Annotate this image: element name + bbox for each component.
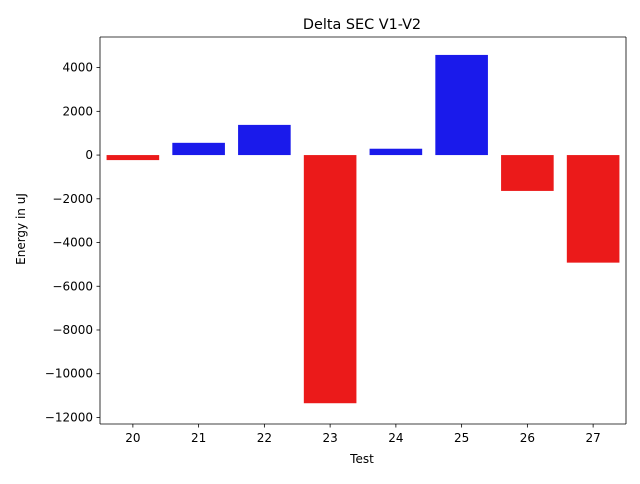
x-tick-label: 20 — [125, 431, 140, 445]
bar — [501, 155, 554, 191]
x-axis-label: Test — [349, 452, 374, 466]
x-tick-label: 23 — [322, 431, 337, 445]
bar — [369, 148, 423, 156]
plot-area: −12000 −10000 −8000 −6000 −4000 −2000 0 2000 400… — [45, 36, 627, 445]
bar — [106, 155, 160, 161]
x-tick-label: 26 — [520, 431, 535, 445]
y-tick-label: −12000 — [45, 410, 93, 424]
bar — [238, 124, 291, 156]
y-tick-label: 0 — [85, 148, 93, 162]
y-tick-label: −2000 — [52, 192, 93, 206]
y-tick-label: −8000 — [52, 323, 93, 337]
y-tick-label: −10000 — [45, 367, 93, 381]
bar — [566, 155, 620, 263]
x-tick-label: 27 — [585, 431, 600, 445]
bar — [172, 142, 225, 156]
y-axis-label: Energy in uJ — [14, 193, 28, 265]
x-tick-label: 24 — [388, 431, 403, 445]
bar — [303, 155, 357, 404]
y-tick-label: 2000 — [62, 104, 93, 118]
x-tick-label: 22 — [257, 431, 272, 445]
x-tick-label: 25 — [454, 431, 469, 445]
bar — [435, 54, 488, 156]
y-tick-label: −4000 — [52, 236, 93, 250]
chart-title: Delta SEC V1-V2 — [303, 17, 421, 33]
x-tick-label: 21 — [191, 431, 206, 445]
y-tick-label: 4000 — [62, 61, 93, 75]
y-tick-label: −6000 — [52, 279, 93, 293]
